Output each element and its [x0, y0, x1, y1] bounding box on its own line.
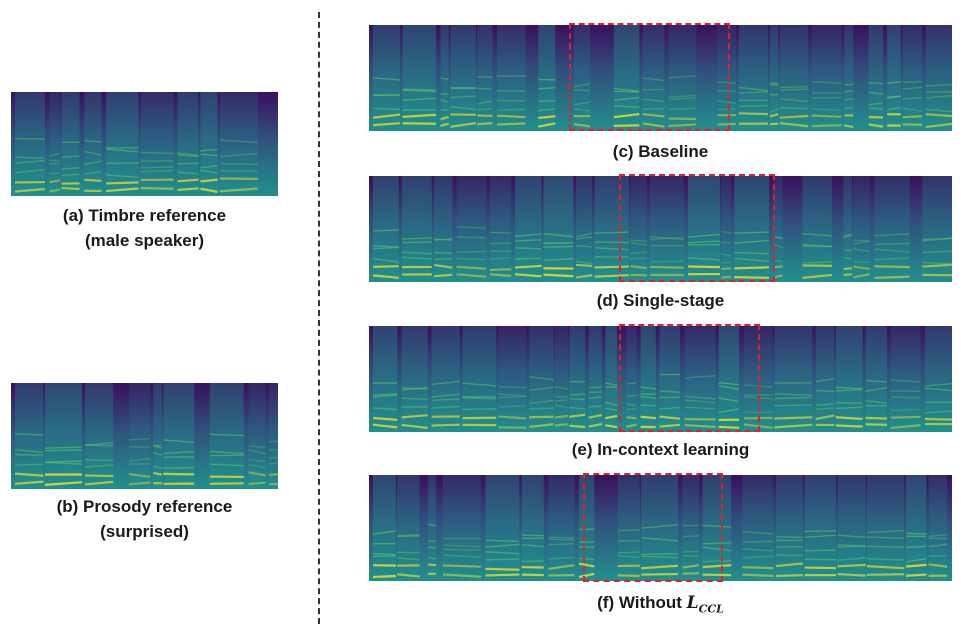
- highlight-box-without-ccl: [583, 473, 723, 582]
- highlight-box-single-stage: [619, 174, 775, 282]
- highlight-box-in-context-learning: [619, 324, 760, 432]
- caption-f-line1: (f) Without LCCL: [369, 590, 952, 621]
- caption-e: (e) In-context learning: [369, 437, 952, 462]
- caption-f-text: (f) Without: [597, 593, 687, 612]
- caption-a-line1: (a) Timbre reference: [62, 206, 227, 225]
- caption-d: (d) Single-stage: [369, 288, 952, 313]
- ccl-loss-symbol: LCCL: [686, 593, 724, 616]
- spectrogram-in-context-learning: [369, 326, 952, 432]
- caption-b-line2: (surprised): [100, 522, 189, 541]
- caption-f: (f) Without LCCL: [369, 590, 952, 621]
- spectrogram-prosody-reference: [11, 383, 278, 489]
- spectrogram-single-stage: [369, 176, 952, 282]
- caption-c-line1: (c) Baseline: [612, 142, 709, 161]
- caption-b-line1: (b) Prosody reference: [56, 497, 233, 516]
- caption-c: (c) Baseline: [369, 139, 952, 164]
- ccl-loss-base: L: [686, 593, 699, 613]
- spectrogram-without-ccl: [369, 475, 952, 581]
- ccl-loss-subscript: CCL: [698, 602, 724, 616]
- spectrogram-baseline: [369, 25, 952, 131]
- caption-d-line1: (d) Single-stage: [596, 291, 725, 310]
- caption-b: (b) Prosody reference (surprised): [11, 494, 278, 544]
- caption-a: (a) Timbre reference (male speaker): [11, 203, 278, 253]
- caption-a-line2: (male speaker): [84, 231, 205, 250]
- column-divider: [318, 12, 320, 624]
- spectrogram-timbre-reference: [11, 92, 278, 196]
- caption-e-line1: (e) In-context learning: [571, 440, 750, 459]
- highlight-box-baseline: [569, 23, 730, 131]
